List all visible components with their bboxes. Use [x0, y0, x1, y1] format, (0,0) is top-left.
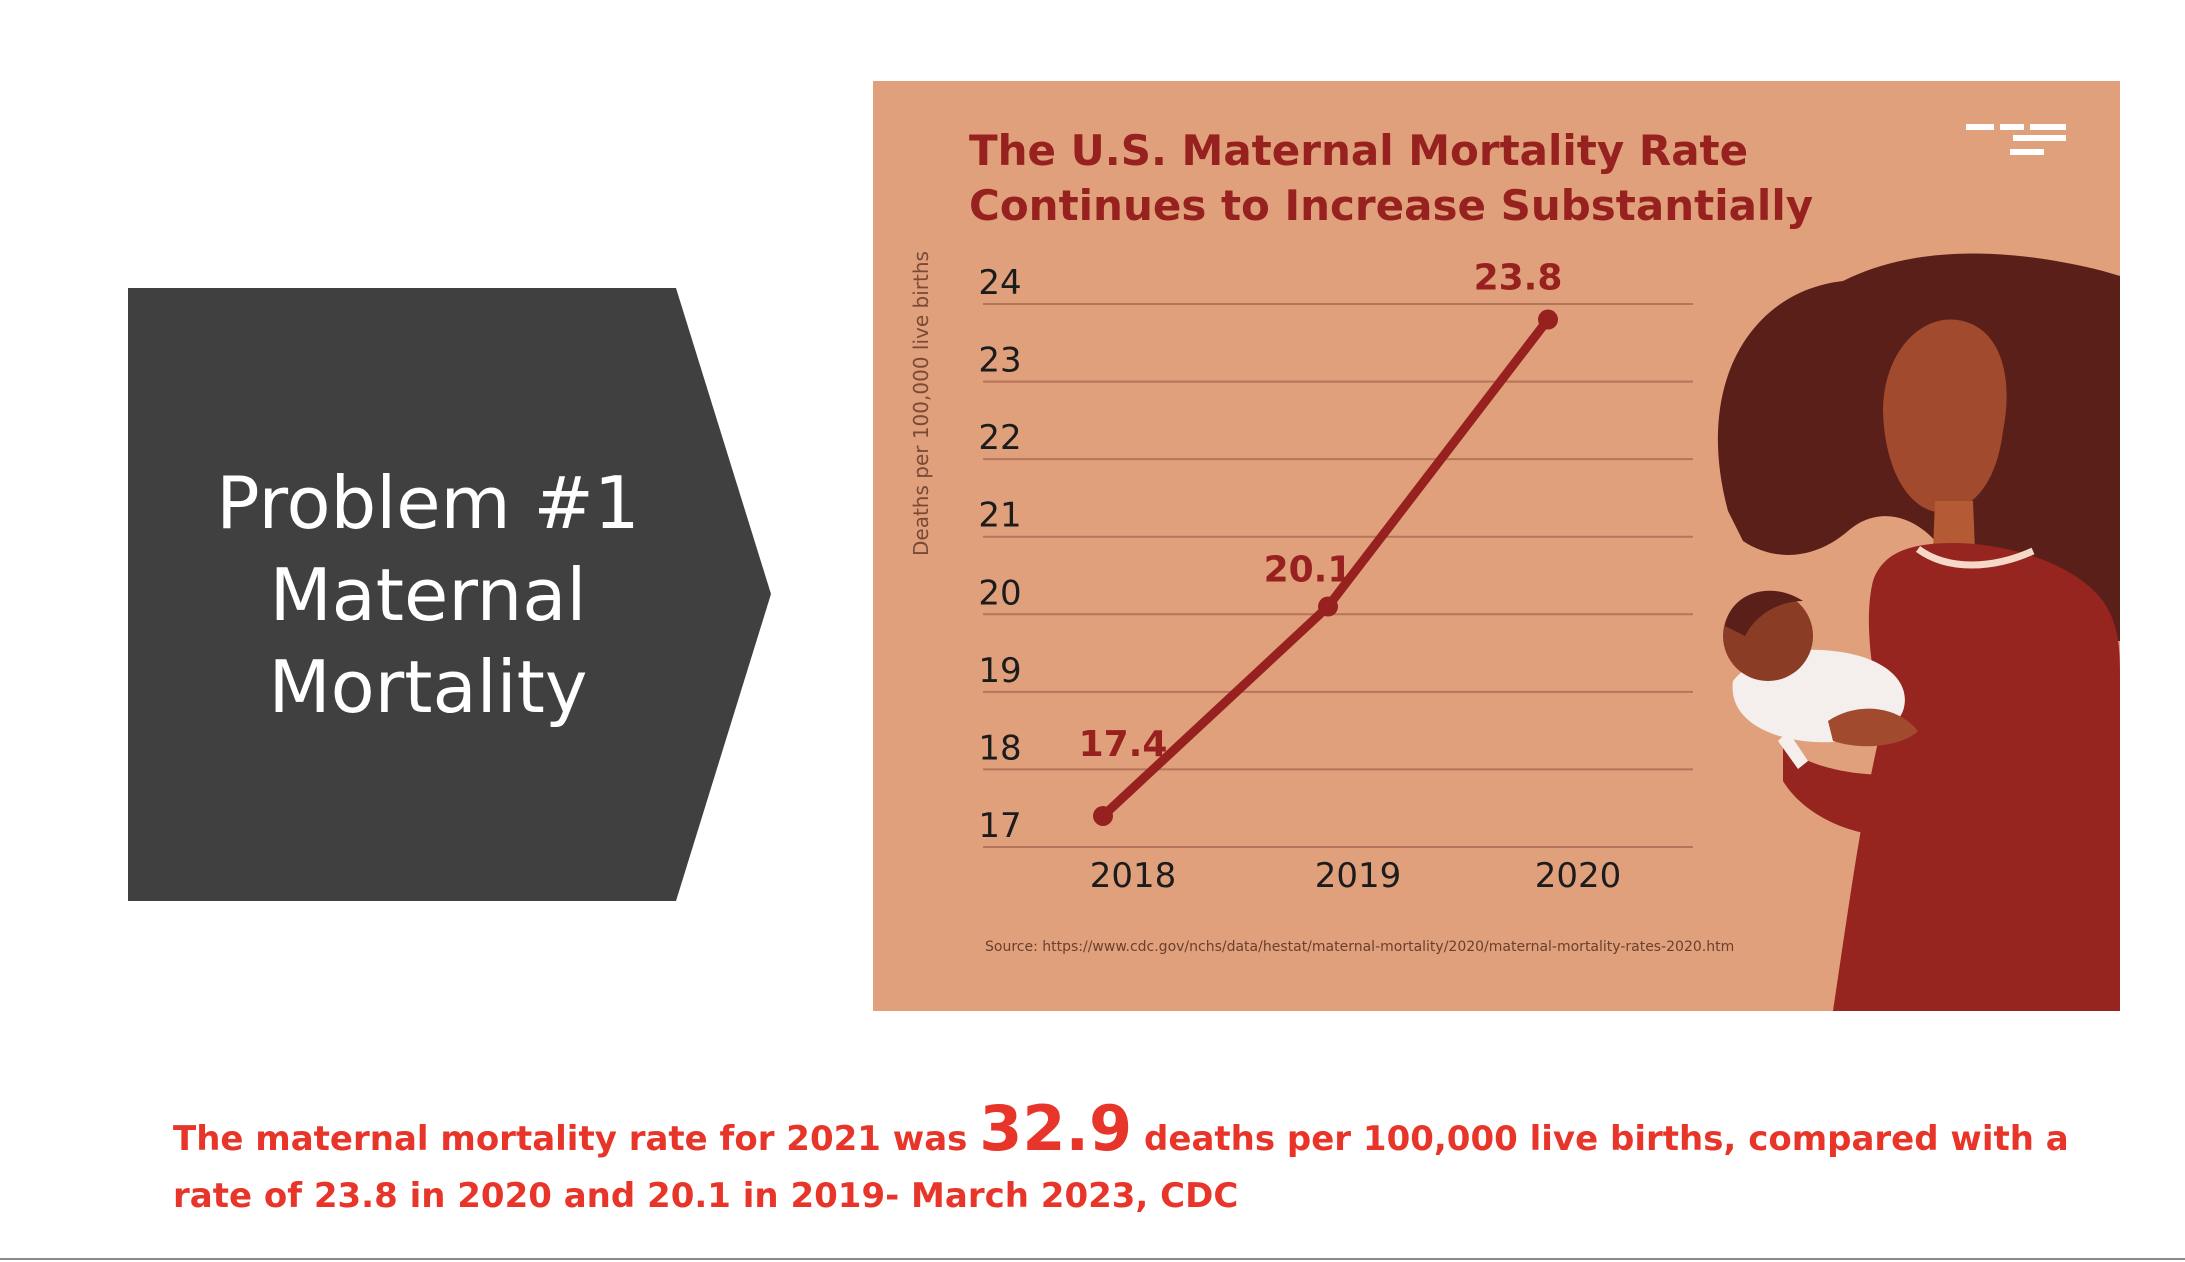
y-tick-label: 22	[978, 418, 1021, 458]
data-label: 20.1	[1264, 550, 1353, 591]
brand-logo-icon	[1966, 124, 2066, 155]
y-axis-label: Deaths per 100,000 live births	[909, 251, 933, 556]
y-tick-label: 18	[978, 728, 1021, 768]
chart-panel: The U.S. Maternal Mortality Rate Continu…	[873, 81, 2120, 1011]
y-tick-label: 19	[978, 651, 1021, 691]
data-series: 17.4 20.1 23.8	[1079, 258, 1563, 826]
maternal-mortality-chart: The U.S. Maternal Mortality Rate Continu…	[873, 81, 2120, 1011]
x-tick-label: 2020	[1535, 856, 1622, 896]
data-point	[1093, 805, 1113, 826]
chart-title: The U.S. Maternal Mortality Rate Continu…	[969, 126, 1813, 230]
data-point	[1538, 309, 1558, 330]
y-tick-labels: 17 18 19 20 21 22 23 24	[978, 263, 1021, 846]
chart-title-line-1: The U.S. Maternal Mortality Rate	[969, 126, 1748, 175]
data-point	[1318, 596, 1338, 617]
x-tick-label: 2019	[1315, 856, 1402, 896]
problem-arrow-shape	[128, 288, 771, 901]
y-tick-label: 17	[978, 806, 1021, 846]
problem-line-2: Maternal	[269, 552, 587, 637]
data-label: 17.4	[1079, 724, 1168, 765]
y-tick-label: 23	[978, 341, 1021, 381]
x-tick-label: 2018	[1090, 856, 1177, 896]
caption-text: The maternal mortality rate for 2021 was…	[173, 1098, 2123, 1225]
source-note: Source: https://www.cdc.gov/nchs/data/he…	[985, 939, 1734, 955]
caption-part-1: The maternal mortality rate for 2021 was	[173, 1119, 980, 1159]
problem-heading: Problem #1 Maternal Mortality	[128, 288, 728, 901]
caption-highlight-value: 32.9	[979, 1092, 1133, 1165]
problem-line-3: Mortality	[268, 644, 588, 729]
data-label: 23.8	[1474, 258, 1563, 299]
bottom-divider	[0, 1258, 2185, 1260]
y-tick-label: 20	[978, 573, 1021, 613]
y-tick-label: 24	[978, 263, 1021, 303]
caption-part-2: deaths per 100,000 live births, compared…	[173, 1119, 2069, 1216]
mother-holding-baby-illustration	[1717, 253, 2120, 1011]
gridlines	[983, 303, 1693, 848]
problem-line-1: Problem #1	[216, 460, 640, 545]
chart-title-line-2: Continues to Increase Substantially	[969, 181, 1813, 230]
x-tick-labels: 2018 2019 2020	[1090, 856, 1622, 896]
y-tick-label: 21	[978, 496, 1021, 536]
